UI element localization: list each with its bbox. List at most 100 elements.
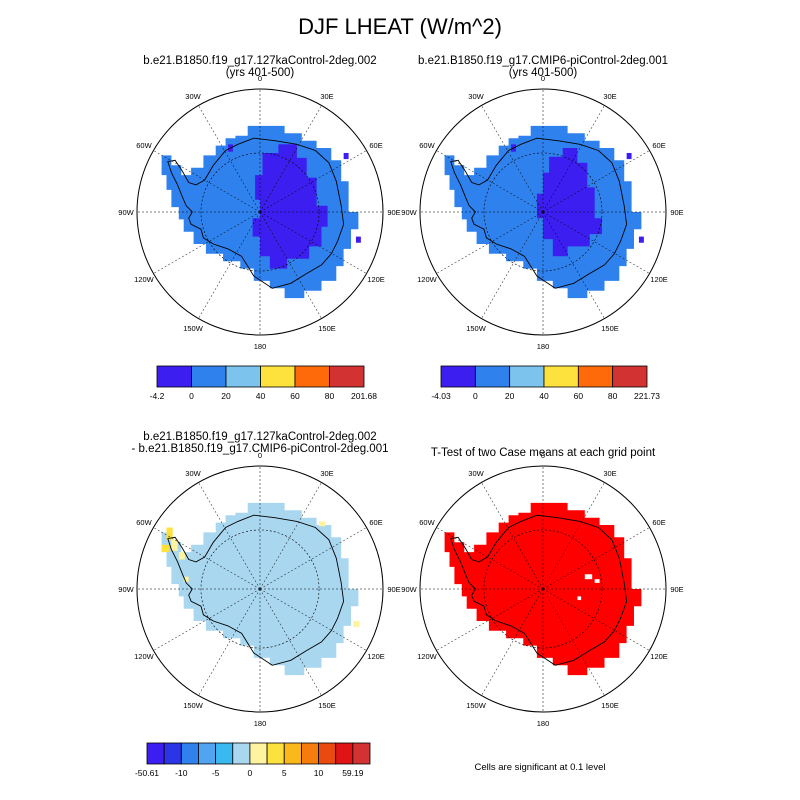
map-boundary [419, 88, 667, 336]
meridian-line [259, 527, 367, 590]
longitude-label: 120W [417, 275, 438, 284]
longitude-label: 120W [134, 275, 155, 284]
longitude-label: 60W [136, 518, 152, 527]
meridian-line [542, 211, 650, 274]
panel2-title-line1: b.e21.B1850.f19_g17.CMIP6-piControl-2deg… [418, 55, 668, 67]
longitude-label: 180 [254, 719, 267, 728]
map-panel-2: 0 30E 60E 90E 120E 150E 180 150W 120W 90W 60W 30W [401, 74, 683, 351]
longitude-label: 60E [369, 518, 382, 527]
longitude-label: 90W [118, 208, 134, 217]
longitude-label: 150W [466, 701, 487, 710]
colorbar-label: 5 [282, 768, 287, 778]
colorbar-box [329, 365, 365, 388]
colorbar-label: 0 [473, 391, 478, 401]
colorbar-box [215, 742, 234, 765]
meridian-line [259, 211, 322, 319]
grid-cell-1 [584, 574, 593, 580]
colorbar-box [474, 365, 511, 388]
longitude-label: 60W [419, 141, 435, 150]
coastline [167, 137, 345, 289]
grid-cell-2 [343, 152, 349, 160]
colorbar-box [232, 742, 251, 765]
grid-cell-3 [161, 544, 169, 553]
colorbar-label: 80 [325, 391, 335, 401]
colorbar-box [318, 742, 337, 765]
map-boundary [136, 465, 384, 713]
colorbar-box [156, 365, 192, 388]
colorbar-panel-2: -4.03 0 20 40 60 80 221.73 [431, 365, 660, 401]
longitude-label: 30W [185, 92, 201, 101]
longitude-label: 60E [652, 518, 665, 527]
longitude-label: 30W [185, 469, 201, 478]
meridian-line [481, 105, 544, 213]
grid-cell-7 [353, 620, 360, 628]
latitude-circle [200, 529, 320, 649]
longitude-label: 120E [650, 275, 668, 284]
longitude-label: 60E [652, 141, 665, 150]
meridian-line [436, 150, 544, 213]
longitude-label: 150E [318, 701, 336, 710]
colorbar-label: -4.03 [431, 391, 451, 401]
longitude-label: 150W [466, 324, 487, 333]
longitude-label: 150W [183, 324, 204, 333]
meridian-line [481, 588, 544, 696]
colorbar-label: 0 [248, 768, 253, 778]
grid-cell-6 [319, 521, 326, 527]
meridian-line [436, 211, 544, 274]
meridian-line [542, 482, 605, 590]
colorbar-label: -10 [175, 768, 188, 778]
longitude-label: 120E [367, 652, 385, 661]
longitude-label: 30E [320, 92, 333, 101]
panel2-title: b.e21.B1850.f19_g17.CMIP6-piControl-2deg… [383, 55, 703, 79]
longitude-label: 30E [603, 469, 616, 478]
longitude-label: 180 [537, 342, 550, 351]
longitude-label: 90E [670, 208, 683, 217]
panel3-title-line1: b.e21.B1850.f19_g17.127kaControl-2deg.00… [143, 431, 377, 443]
meridian-line [153, 588, 261, 651]
map-boundary [419, 465, 667, 713]
panel1-title-line1: b.e21.B1850.f19_g17.127kaControl-2deg.00… [143, 55, 377, 67]
longitude-label: 90E [387, 208, 400, 217]
grid-cell-1 [166, 527, 173, 540]
meridian-line [542, 150, 650, 213]
panel1-title: b.e21.B1850.f19_g17.127kaControl-2deg.00… [100, 55, 420, 79]
colorbar-box [335, 742, 354, 765]
figure-title: DJF LHEAT (W/m^2) [298, 14, 502, 39]
colorbar-box [249, 742, 268, 765]
longitude-label: 90W [118, 585, 134, 594]
colorbar-label: -4.2 [150, 391, 165, 401]
grid-cell-2 [594, 579, 600, 583]
meridian-line [259, 588, 322, 696]
grid-cell-3 [577, 596, 582, 601]
meridian-line [542, 588, 650, 651]
colorbar-label: 40 [256, 391, 266, 401]
meridian-line [542, 527, 650, 590]
longitude-label: 30W [468, 469, 484, 478]
colorbar-box [352, 742, 371, 765]
colorbar-label: -5 [212, 768, 220, 778]
colorbar-label: 10 [314, 768, 324, 778]
colorbar-label: 221.73 [634, 391, 660, 401]
longitude-label: 60E [369, 141, 382, 150]
grid-cell-2 [171, 539, 178, 551]
panel4-title: T-Test of two Case means at each grid po… [383, 447, 703, 459]
map-panel-1: 0 30E 60E 90E 120E 150E 180 150W 120W 90W 60W 30W [118, 74, 400, 351]
map-panel-3: 0 30E 60E 90E 120E 150E 180 150W 120W 90W 60W 30W [118, 451, 400, 728]
longitude-label: 150E [601, 701, 619, 710]
colorbar-label: 0 [189, 391, 194, 401]
meridian-line [542, 105, 605, 213]
meridian-line [481, 211, 544, 319]
longitude-label: 0 [541, 451, 545, 460]
map-boundary [136, 88, 384, 336]
grid-cell-2 [626, 152, 632, 160]
meridian-line [259, 150, 367, 213]
colorbar-box [266, 742, 285, 765]
meridian-line [153, 527, 261, 590]
colorbar-label: 201.68 [351, 391, 377, 401]
meridian-line [436, 527, 544, 590]
colorbar-box [191, 365, 227, 388]
meridian-line [259, 105, 322, 213]
longitude-label: 30W [468, 92, 484, 101]
colorbar-box [294, 365, 330, 388]
